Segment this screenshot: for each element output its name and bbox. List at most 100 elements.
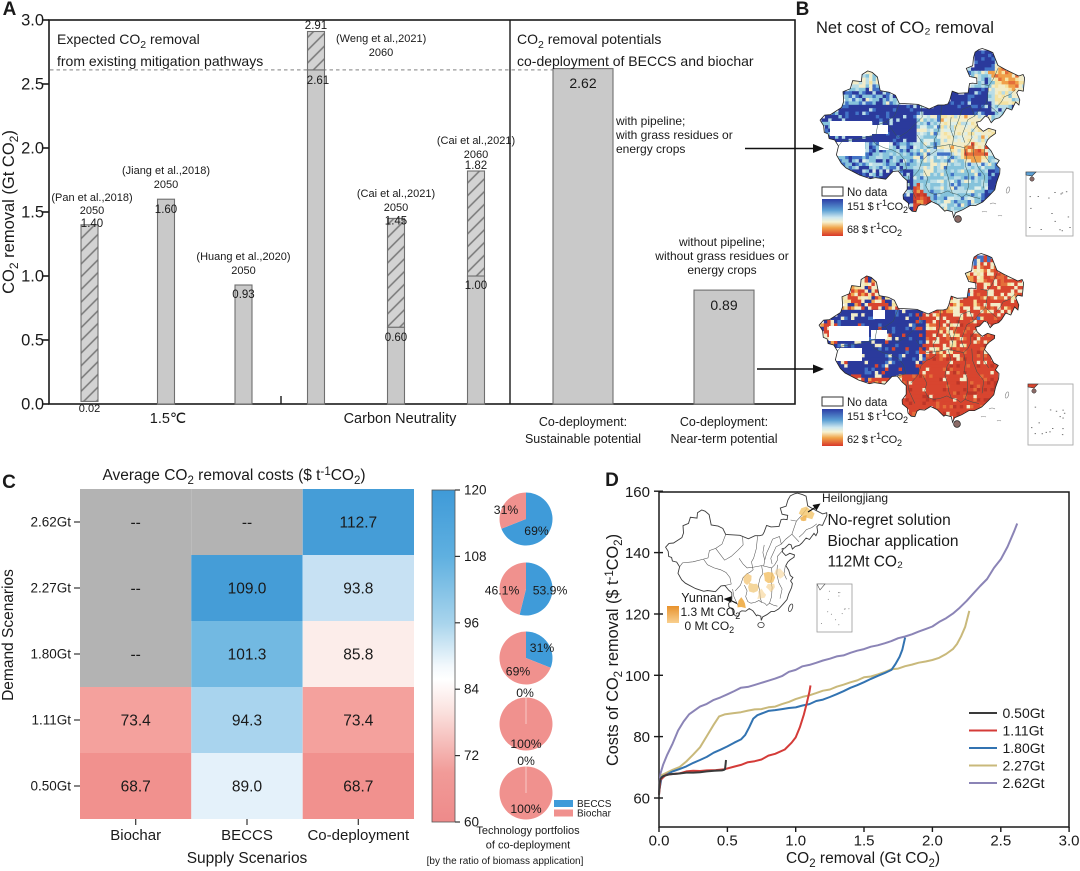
svg-text:2.62Gt: 2.62Gt xyxy=(1003,775,1045,791)
svg-text:1.80Gt: 1.80Gt xyxy=(30,647,71,662)
svg-text:No data: No data xyxy=(847,187,888,199)
svg-text:No data: No data xyxy=(847,397,888,409)
svg-text:--: -- xyxy=(242,515,252,532)
svg-text:109.0: 109.0 xyxy=(228,581,267,598)
svg-text:without pipeline;: without pipeline; xyxy=(678,235,765,249)
svg-text:53.9%: 53.9% xyxy=(533,584,568,598)
svg-text:2.5: 2.5 xyxy=(21,76,44,94)
svg-text:CO2 removal potentials: CO2 removal potentials xyxy=(517,31,661,51)
svg-text:Co-deployment: Co-deployment xyxy=(307,827,410,844)
svg-text:108: 108 xyxy=(464,549,487,564)
svg-text:1.5℃: 1.5℃ xyxy=(150,411,186,427)
svg-text:1.00: 1.00 xyxy=(465,280,487,292)
svg-text:A: A xyxy=(3,0,17,20)
svg-text:B: B xyxy=(796,0,810,20)
svg-text:60: 60 xyxy=(464,815,479,830)
svg-text:Expected CO2 removal: Expected CO2 removal xyxy=(57,31,200,51)
svg-text:151 $ t-1CO2: 151 $ t-1CO2 xyxy=(847,408,908,425)
svg-text:Yunnan: Yunnan xyxy=(681,591,723,605)
svg-text:1.5: 1.5 xyxy=(21,204,44,222)
svg-text:1.40: 1.40 xyxy=(81,218,103,230)
svg-text:2.61: 2.61 xyxy=(307,75,329,87)
svg-text:Heilongjiang: Heilongjiang xyxy=(822,491,888,505)
svg-text:69%: 69% xyxy=(524,524,549,538)
svg-text:0%: 0% xyxy=(517,754,535,768)
svg-text:84: 84 xyxy=(464,682,480,697)
svg-text:Biochar application: Biochar application xyxy=(828,533,959,550)
svg-text:0.0: 0.0 xyxy=(21,396,44,414)
svg-text:Biochar: Biochar xyxy=(577,809,612,820)
svg-text:1.82: 1.82 xyxy=(465,160,487,172)
svg-text:73.4: 73.4 xyxy=(343,713,374,730)
svg-text:2.0: 2.0 xyxy=(922,833,943,850)
svg-text:1.5: 1.5 xyxy=(854,833,875,850)
svg-text:Demand Scenarios: Demand Scenarios xyxy=(0,569,17,701)
svg-text:with pipeline;: with pipeline; xyxy=(615,114,685,128)
svg-text:0.5: 0.5 xyxy=(21,332,44,350)
svg-text:energy crops: energy crops xyxy=(687,263,756,277)
svg-text:2.5: 2.5 xyxy=(990,833,1011,850)
svg-text:2060: 2060 xyxy=(464,149,488,161)
svg-text:of co-deployment: of co-deployment xyxy=(486,840,570,852)
svg-text:31%: 31% xyxy=(530,641,555,655)
svg-text:D: D xyxy=(605,470,619,491)
svg-text:3.0: 3.0 xyxy=(1059,833,1080,850)
svg-text:(Weng et al.,2021): (Weng et al.,2021) xyxy=(336,33,426,45)
svg-text:68.7: 68.7 xyxy=(343,779,373,796)
svg-text:(Huang et al.,2020): (Huang et al.,2020) xyxy=(196,251,290,263)
svg-text:Co-deployment:: Co-deployment: xyxy=(680,415,768,429)
svg-text:Biochar: Biochar xyxy=(110,827,161,844)
svg-text:68 $ t-1CO2: 68 $ t-1CO2 xyxy=(847,221,902,238)
svg-text:--: -- xyxy=(131,515,141,532)
svg-text:0.0: 0.0 xyxy=(649,833,670,850)
svg-text:with grass residues or: with grass residues or xyxy=(615,128,733,142)
svg-text:Costs of CO2 removal ($ t-1CO2: Costs of CO2 removal ($ t-1CO2) xyxy=(604,534,625,766)
svg-text:101.3: 101.3 xyxy=(228,647,267,664)
svg-text:1.0: 1.0 xyxy=(785,833,806,850)
svg-text:Average CO2 removal costs ($ t: Average CO2 removal costs ($ t-1CO2) xyxy=(102,466,365,487)
svg-text:2060: 2060 xyxy=(369,47,393,59)
svg-text:2.0: 2.0 xyxy=(21,140,44,158)
svg-text:120: 120 xyxy=(625,606,650,623)
svg-text:2.91: 2.91 xyxy=(305,20,327,32)
svg-text:--: -- xyxy=(131,581,141,598)
svg-text:0%: 0% xyxy=(516,686,534,700)
svg-text:0 Mt CO2: 0 Mt CO2 xyxy=(685,619,735,635)
svg-text:0.50Gt: 0.50Gt xyxy=(1003,705,1045,721)
svg-text:1.3 Mt CO2: 1.3 Mt CO2 xyxy=(681,605,741,621)
svg-text:1.80Gt: 1.80Gt xyxy=(1003,740,1045,756)
svg-text:89.0: 89.0 xyxy=(232,779,263,796)
svg-text:100%: 100% xyxy=(510,802,541,816)
svg-text:93.8: 93.8 xyxy=(343,581,373,598)
svg-text:31%: 31% xyxy=(494,503,519,517)
svg-text:2050: 2050 xyxy=(80,205,104,217)
svg-text:100%: 100% xyxy=(510,737,541,751)
svg-text:2.62: 2.62 xyxy=(569,75,596,91)
svg-text:without grass residues or: without grass residues or xyxy=(654,249,788,263)
svg-text:1.60: 1.60 xyxy=(155,204,177,216)
svg-text:CO2 removal (Gt CO2): CO2 removal (Gt CO2) xyxy=(786,850,940,870)
svg-text:0.93: 0.93 xyxy=(232,289,254,301)
svg-text:Near-term potential: Near-term potential xyxy=(671,432,778,446)
svg-text:2050: 2050 xyxy=(384,202,408,214)
svg-text:Technology portfolios: Technology portfolios xyxy=(476,825,580,837)
svg-text:112.7: 112.7 xyxy=(340,515,378,532)
svg-text:0.50Gt: 0.50Gt xyxy=(30,779,71,794)
svg-text:140: 140 xyxy=(625,545,650,562)
svg-text:0.89: 0.89 xyxy=(710,297,737,313)
svg-text:68.7: 68.7 xyxy=(121,779,151,796)
svg-text:120: 120 xyxy=(464,483,487,498)
svg-text:100: 100 xyxy=(625,668,650,685)
svg-text:Carbon Neutrality: Carbon Neutrality xyxy=(344,411,458,427)
svg-text:2.62Gt: 2.62Gt xyxy=(30,515,71,530)
svg-text:85.8: 85.8 xyxy=(343,647,373,664)
svg-text:2050: 2050 xyxy=(154,179,178,191)
svg-text:96: 96 xyxy=(464,615,479,630)
svg-text:--: -- xyxy=(131,647,141,664)
svg-text:2.27Gt: 2.27Gt xyxy=(1003,758,1045,774)
svg-text:1.11Gt: 1.11Gt xyxy=(1003,723,1044,739)
svg-text:Co-deployment:: Co-deployment: xyxy=(539,415,627,429)
svg-text:(Cai et al.,2021): (Cai et al.,2021) xyxy=(357,188,435,200)
svg-text:60: 60 xyxy=(633,791,650,808)
svg-text:0.60: 0.60 xyxy=(385,332,407,344)
